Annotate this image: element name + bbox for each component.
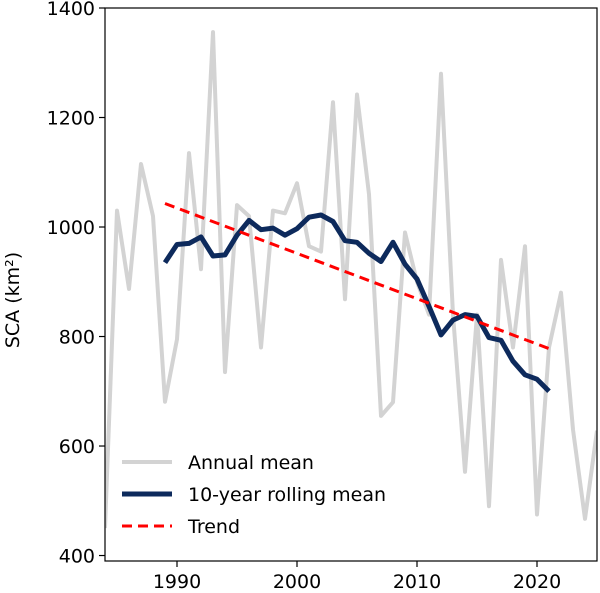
y-tick-label-400: 400 [59, 546, 95, 568]
y-tick-label-1000: 1000 [47, 217, 95, 239]
ticks: 400 600 800 1000 1200 1400 1990 2000 2010 2020 [47, 0, 562, 593]
series-line-trend [164, 202, 550, 351]
legend: Annual mean 10-year rolling mean Trend [122, 452, 386, 538]
axes [104, 7, 598, 562]
legend-label-annual-mean: Annual mean [188, 452, 314, 474]
series-line-10-year-rolling-mean [162, 212, 551, 394]
x-tick-label-2000: 2000 [273, 571, 321, 593]
x-tick-label-2010: 2010 [393, 571, 441, 593]
series-line-annual-mean [105, 30, 597, 529]
x-tick-label-2020: 2020 [513, 571, 561, 593]
y-tick-label-800: 800 [59, 327, 95, 349]
plot-frame [104, 7, 598, 562]
y-tick-label-1400: 1400 [47, 0, 95, 20]
plot-lines [105, 30, 597, 529]
y-tick-label-600: 600 [59, 436, 95, 458]
x-tick-label-1990: 1990 [153, 571, 201, 593]
y-axis-label: SCA (km²) [2, 252, 24, 348]
legend-label-trend: Trend [187, 516, 240, 538]
legend-label-rolling-mean: 10-year rolling mean [188, 484, 386, 506]
y-tick-label-1200: 1200 [47, 108, 95, 130]
